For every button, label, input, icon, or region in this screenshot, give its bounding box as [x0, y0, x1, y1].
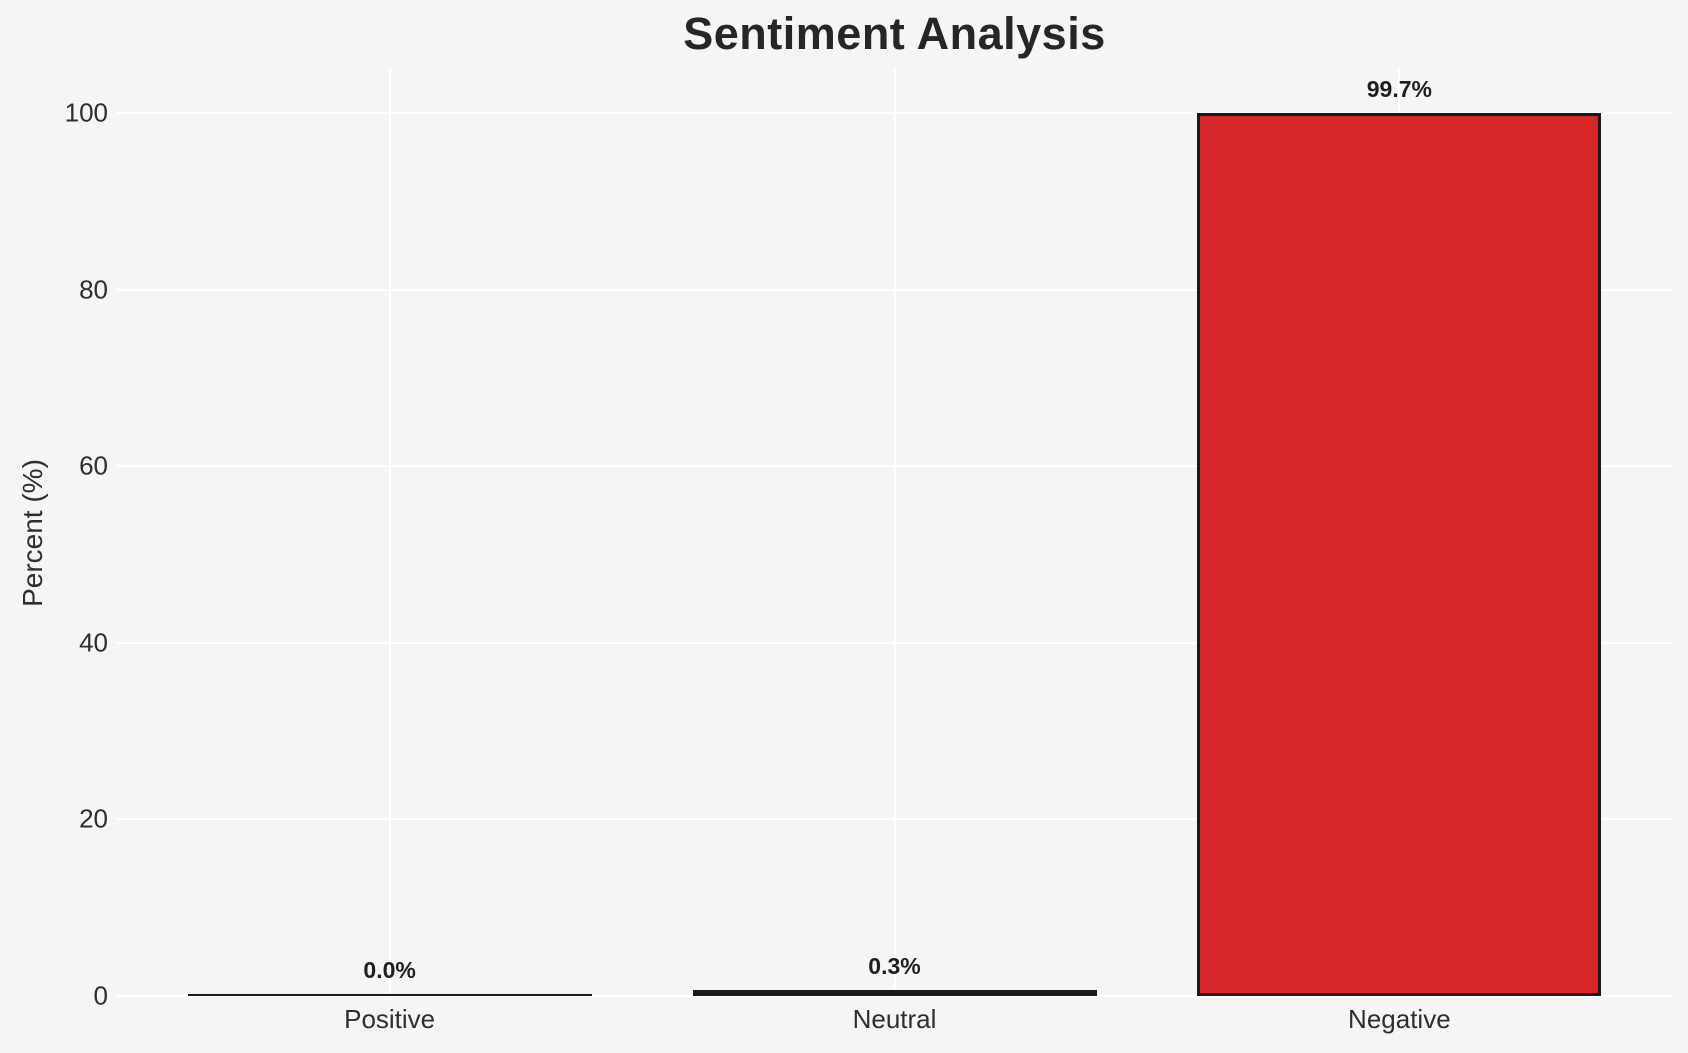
y-tick-label: 100: [64, 97, 108, 128]
y-tick-label: 60: [79, 450, 108, 481]
bar-positive: [188, 994, 592, 996]
gridline-vertical: [388, 69, 391, 996]
gridline-vertical: [893, 69, 896, 996]
y-tick-label: 20: [79, 803, 108, 834]
chart-title: Sentiment Analysis: [683, 8, 1106, 59]
gridline-horizontal: [117, 995, 1672, 997]
x-tick-label-positive: Positive: [344, 1004, 436, 1034]
y-tick-label: 80: [79, 274, 108, 305]
y-tick-label: 0: [93, 980, 108, 1011]
x-tick-label-neutral: Neutral: [852, 1004, 937, 1034]
bar-value-label: 99.7%: [1366, 76, 1432, 102]
bar-negative: [1197, 113, 1601, 996]
y-tick-label: 40: [79, 627, 108, 658]
bar-value-label: 0.3%: [868, 953, 921, 979]
x-tick-label-negative: Negative: [1348, 1004, 1451, 1034]
bar-neutral: [693, 990, 1097, 996]
bar-value-label: 0.0%: [363, 957, 416, 983]
